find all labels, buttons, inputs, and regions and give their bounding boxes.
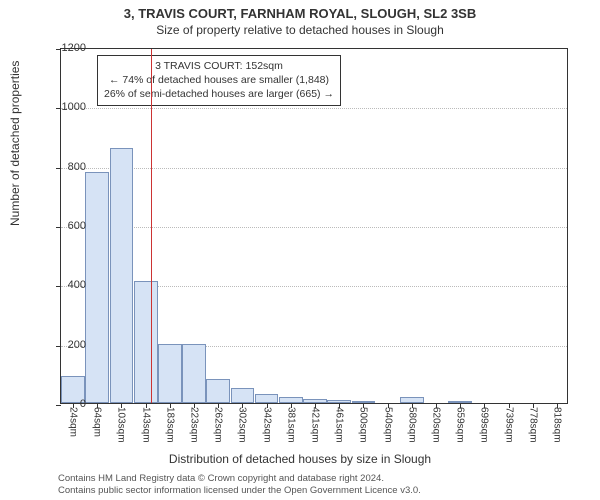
x-axis-label: Distribution of detached houses by size … [0, 452, 600, 466]
histogram-bar [85, 172, 109, 403]
reference-vline [151, 49, 152, 403]
annotation-line1: 3 TRAVIS COURT: 152sqm [104, 59, 334, 73]
ytick-label: 1200 [46, 42, 86, 54]
xtick-label: 143sqm [140, 407, 151, 443]
annotation-box: 3 TRAVIS COURT: 152sqm ← 74% of detached… [97, 55, 341, 106]
xtick-label: 580sqm [406, 407, 417, 443]
xtick-label: 262sqm [213, 407, 224, 443]
xtick-label: 64sqm [92, 407, 103, 437]
xtick-label: 421sqm [310, 407, 321, 443]
histogram-bar [231, 388, 255, 403]
xtick-label: 302sqm [237, 407, 248, 443]
chart-container: 3, TRAVIS COURT, FARNHAM ROYAL, SLOUGH, … [0, 0, 600, 500]
xtick-label: 342sqm [261, 407, 272, 443]
xtick-label: 223sqm [189, 407, 200, 443]
y-axis-label: Number of detached properties [8, 61, 22, 226]
chart-title-line2: Size of property relative to detached ho… [0, 21, 600, 37]
footer-attribution: Contains HM Land Registry data © Crown c… [58, 473, 421, 497]
gridline-h [61, 227, 567, 228]
annotation-line3: 26% of semi-detached houses are larger (… [104, 87, 334, 101]
xtick-label: 699sqm [479, 407, 490, 443]
xtick-label: 183sqm [164, 407, 175, 443]
ytick-label: 200 [46, 339, 86, 351]
annotation-line2: ← 74% of detached houses are smaller (1,… [104, 73, 334, 87]
xtick-label: 818sqm [551, 407, 562, 443]
footer-line2: Contains public sector information licen… [58, 485, 421, 497]
histogram-bar [134, 281, 158, 403]
histogram-bar [158, 344, 182, 403]
histogram-bar [255, 394, 279, 403]
ytick-label: 0 [46, 398, 86, 410]
ytick-label: 600 [46, 220, 86, 232]
xtick-label: 24sqm [68, 407, 79, 437]
ytick-label: 800 [46, 161, 86, 173]
xtick-label: 461sqm [334, 407, 345, 443]
gridline-h [61, 168, 567, 169]
xtick-label: 103sqm [116, 407, 127, 443]
xtick-label: 739sqm [503, 407, 514, 443]
ytick-label: 400 [46, 279, 86, 291]
histogram-bar [182, 344, 206, 403]
xtick-label: 500sqm [358, 407, 369, 443]
footer-line1: Contains HM Land Registry data © Crown c… [58, 473, 421, 485]
gridline-h [61, 108, 567, 109]
histogram-bar [206, 379, 230, 403]
histogram-bar [110, 148, 134, 403]
xtick-label: 620sqm [430, 407, 441, 443]
xtick-label: 381sqm [285, 407, 296, 443]
plot-area: 3 TRAVIS COURT: 152sqm ← 74% of detached… [60, 48, 568, 404]
xtick-label: 540sqm [382, 407, 393, 443]
chart-title-line1: 3, TRAVIS COURT, FARNHAM ROYAL, SLOUGH, … [0, 0, 600, 21]
ytick-label: 1000 [46, 101, 86, 113]
xtick-label: 778sqm [527, 407, 538, 443]
xtick-label: 659sqm [455, 407, 466, 443]
